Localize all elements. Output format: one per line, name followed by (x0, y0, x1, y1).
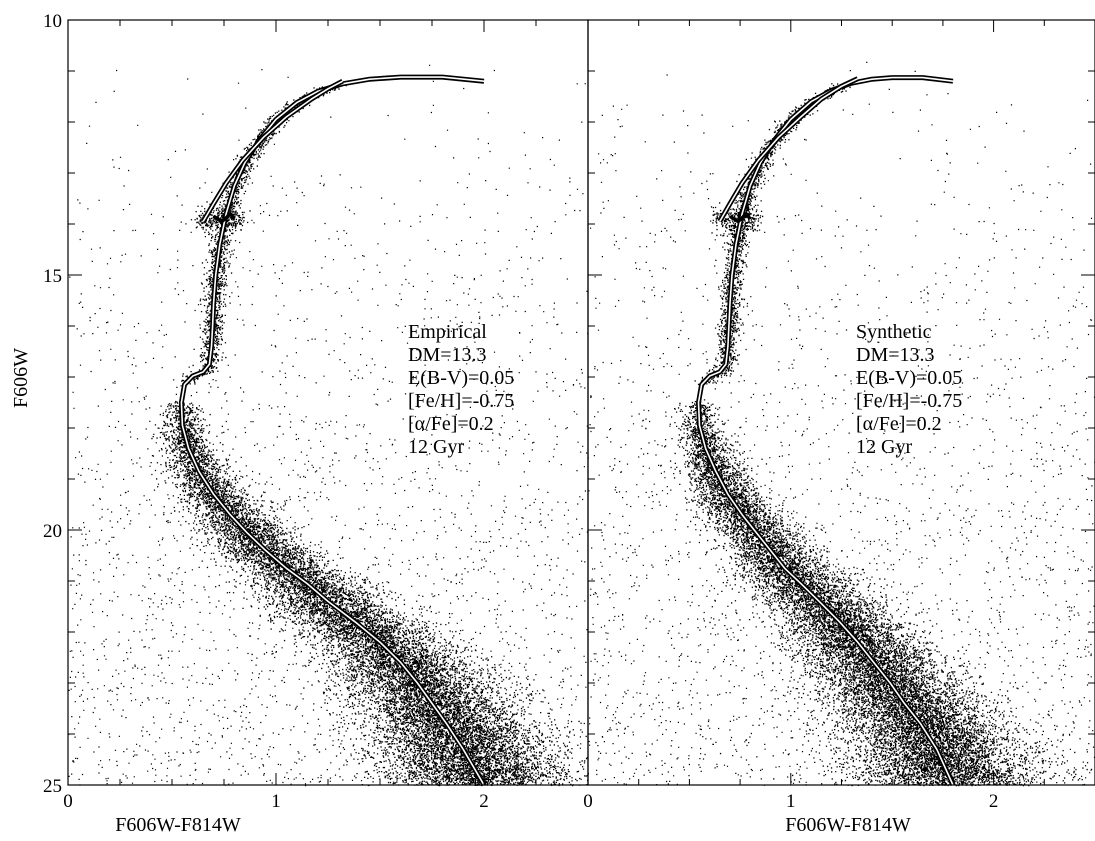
agb-isochrone-line-inner (719, 77, 859, 222)
plot-frame (587, 19, 1095, 786)
x-tick-label: 0 (63, 791, 73, 812)
y-tick-label: 25 (43, 776, 62, 797)
isochrone-line-inner (697, 76, 954, 786)
annotation-line: E(B-V)=0.05 (856, 367, 962, 389)
x-tick-label: 0 (583, 791, 593, 812)
horizontal-branch-line (729, 211, 752, 224)
annotation-line: 12 Gyr (856, 436, 912, 458)
left-panel: 0 1 2 10 15 20 25 EmpiricalDM=13.3E(B-V)=0.05[F… (43, 11, 589, 812)
annotation-line: 12 Gyr (408, 436, 464, 458)
x-axis-title-left: F606W-F814W (115, 814, 241, 836)
star-points (588, 61, 1095, 787)
annotation-line: [α/Fe]=0.2 (856, 413, 942, 435)
x-tick-label: 2 (479, 791, 489, 812)
isochrone-line-inner (180, 76, 485, 786)
right-panel: 0 1 2 SyntheticDM=13.3E(B-V)=0.05[Fe/H]=-0.… (583, 19, 1095, 812)
x-axis-title-right: F606W-F814W (785, 814, 911, 836)
x-tick-label: 1 (786, 791, 796, 812)
horizontal-branch-line (212, 211, 236, 224)
annotation-line: DM=13.3 (408, 344, 487, 366)
y-tick-label: 15 (43, 266, 62, 287)
annotation-line: [Fe/H]=-0.75 (856, 390, 962, 412)
y-tick-label: 10 (43, 11, 62, 32)
annotation-line: [α/Fe]=0.2 (408, 413, 494, 435)
y-tick-label: 20 (43, 521, 62, 542)
annotation-line: Empirical (408, 321, 487, 343)
x-tick-label: 1 (271, 791, 281, 812)
agb-isochrone-line-outer (717, 76, 859, 223)
annotation-line: DM=13.3 (856, 344, 935, 366)
y-axis-title: F606W (10, 348, 32, 408)
annotation-line: [Fe/H]=-0.75 (408, 390, 514, 412)
star-points (68, 64, 589, 787)
annotation-line: E(B-V)=0.05 (408, 367, 514, 389)
x-tick-label: 2 (989, 791, 999, 812)
agb-isochrone-line-inner (202, 80, 343, 222)
annotation-line: Synthetic (856, 321, 932, 343)
